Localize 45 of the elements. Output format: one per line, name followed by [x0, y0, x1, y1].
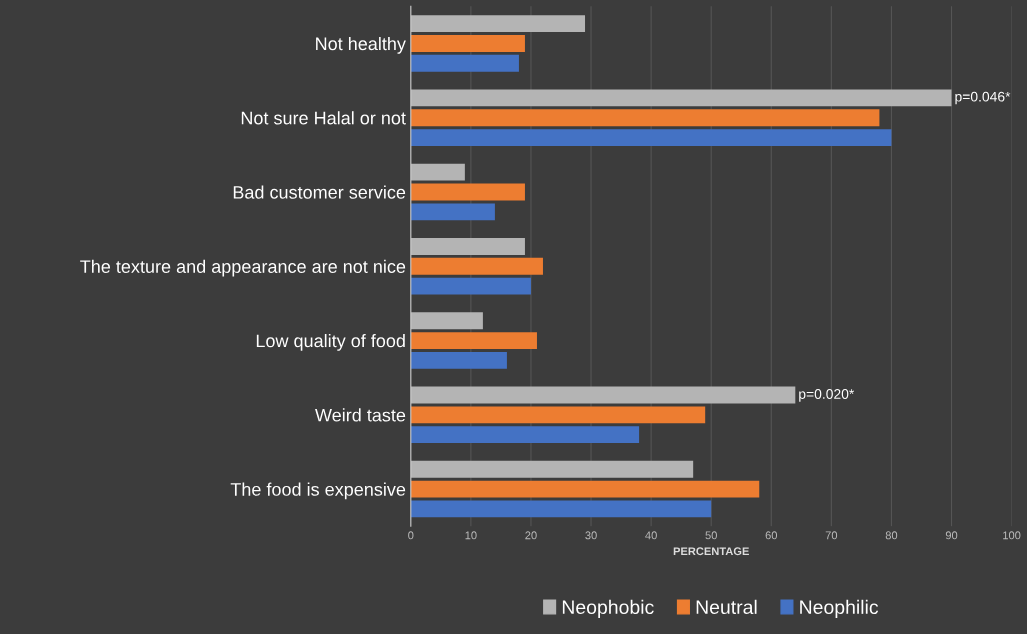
- x-tick-label: 50: [705, 531, 717, 540]
- y-tick-label: Not healthy: [316, 36, 406, 54]
- bar: [410, 257, 543, 275]
- y-tick-label: Weird taste: [315, 408, 406, 422]
- bar: [410, 163, 465, 181]
- x-tick-label: 20: [525, 531, 537, 540]
- y-tick-label: Not sure Halal or not: [241, 111, 406, 125]
- bar: [410, 500, 712, 518]
- y-tick-label: The texture and appearance are not nice: [80, 259, 406, 277]
- x-axis-title: PERCENTAGE: [673, 547, 749, 556]
- annotation: p=0.046*: [955, 91, 1011, 105]
- y-tick-label: The food is expensive: [230, 482, 406, 500]
- bar: [410, 54, 519, 72]
- x-tick-label: 100: [1003, 531, 1021, 540]
- legend-label: Neophilic: [800, 599, 879, 618]
- x-tick-label: 90: [945, 531, 958, 540]
- x-tick-label: 70: [825, 531, 838, 540]
- bar: [410, 89, 952, 107]
- bar: [410, 238, 525, 255]
- bar: [410, 406, 706, 424]
- y-tick-label: Low quality of food: [256, 334, 405, 351]
- bar: [410, 351, 507, 369]
- y-tick-label: Bad customer service: [233, 185, 406, 199]
- bar: [410, 183, 525, 201]
- x-tick-label: 40: [645, 531, 657, 540]
- bar: [410, 129, 892, 146]
- x-tick-label: 10: [465, 531, 477, 540]
- bar: [410, 203, 495, 221]
- legend-label: Neutral: [696, 599, 757, 615]
- bar: [410, 480, 760, 498]
- x-tick-label: 30: [585, 531, 597, 540]
- bar: [410, 426, 640, 444]
- x-tick-label: 80: [885, 531, 898, 540]
- bar: [410, 15, 586, 33]
- bar: [410, 332, 537, 349]
- x-tick-label: 60: [765, 531, 778, 540]
- bar: [410, 460, 694, 478]
- x-tick-label: 0: [408, 531, 414, 540]
- bar: [410, 109, 880, 127]
- bar: [410, 35, 525, 52]
- annotation: p=0.020*: [799, 389, 855, 402]
- bar: [410, 277, 531, 295]
- bar: [410, 386, 796, 404]
- legend-label: Neophobic: [562, 599, 654, 618]
- bar: [410, 312, 483, 330]
